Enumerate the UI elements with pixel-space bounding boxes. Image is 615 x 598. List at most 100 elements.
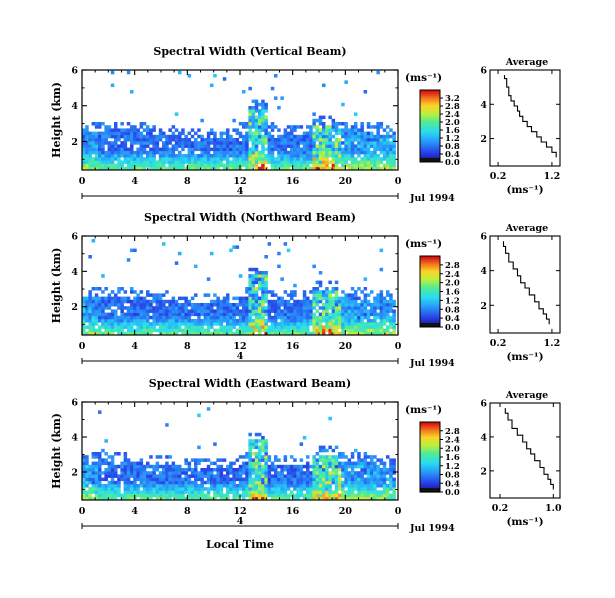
colorbar-tick-label: 1.2 (445, 462, 460, 472)
x-tick-label: 8 (184, 506, 191, 517)
average-profile: Average 2 4 6 0.2 1.0(ms⁻¹) (480, 390, 562, 528)
colorbar: 0.00.40.81.21.62.02.42.83.2 (419, 89, 460, 168)
profile-title: Average (505, 390, 548, 401)
x-tick-label: 0 (395, 341, 402, 352)
x-tick-label: 20 (339, 506, 353, 517)
x-tick-label: 16 (286, 506, 300, 517)
profile-title: Average (505, 57, 548, 68)
x-tick-label: 0 (395, 176, 402, 187)
colorbar-tick-label: 2.0 (445, 444, 460, 454)
x-tick-label: 0 (395, 506, 402, 517)
profile-y-tick-label: 4 (480, 100, 487, 111)
colorbar-tick-label: 0.4 (445, 479, 460, 489)
colorbar-tick-label: 0.0 (445, 323, 460, 333)
colorbar-tick-label: 2.0 (445, 279, 460, 289)
colorbar: 0.00.40.81.21.62.02.42.8 (419, 255, 460, 333)
colorbar-tick-label: 3.2 (445, 94, 460, 104)
colorbar-tick-label: 0.4 (445, 314, 460, 324)
average-profile: Average 2 4 6 0.2 1.2(ms⁻¹) (480, 223, 561, 363)
y-tick-label: 4 (71, 267, 78, 278)
chart-title: Spectral Width (Eastward Beam) (149, 377, 351, 390)
x-tick-label: 0 (79, 341, 86, 352)
colorbar-tick-label: 0.4 (445, 150, 460, 160)
colorbar-tick-label: 1.6 (445, 288, 460, 298)
heatmap-cells (82, 407, 396, 501)
profile-y-tick-label: 2 (480, 134, 487, 145)
profile-x-tick-label: 1.2 (544, 171, 561, 182)
y-tick-label: 2 (71, 302, 78, 313)
x-axis-label: Local Time (206, 538, 274, 551)
profile-line (502, 241, 550, 325)
y-tick-label: 6 (71, 66, 78, 77)
profile-x-label: (ms⁻¹) (506, 516, 543, 528)
colorbar-tick-label: 2.8 (445, 102, 460, 112)
y-tick-label: 2 (71, 468, 78, 479)
y-tick-label: 4 (71, 433, 78, 444)
x-tick-label: 12 (233, 176, 246, 187)
x-tick-label: 8 (184, 176, 191, 187)
colorbar-tick-label: 0.0 (445, 158, 460, 168)
profile-x-tick-label: 1.0 (545, 503, 562, 514)
x-tick-label: 12 (233, 506, 246, 517)
profile-y-tick-label: 4 (480, 266, 487, 277)
colorbar-tick-label: 1.2 (445, 134, 460, 144)
colorbar-tick-label: 0.8 (445, 305, 460, 315)
colorbar-unit: (ms⁻¹) (405, 238, 442, 250)
x-tick-label: 8 (184, 341, 191, 352)
colorbar-tick-label: 1.2 (445, 296, 460, 306)
profile-x-label: (ms⁻¹) (506, 351, 543, 363)
profile-title: Average (505, 223, 548, 234)
chart-title: Spectral Width (Northward Beam) (144, 211, 356, 224)
y-axis-label: Height (km) (50, 82, 63, 158)
colorbar: 0.00.40.81.21.62.02.42.8 (419, 421, 460, 498)
date-label: Jul 1994 (409, 193, 455, 204)
profile-x-tick-label: 0.2 (490, 171, 507, 182)
y-tick-label: 4 (71, 101, 78, 112)
colorbar-tick-label: 0.0 (445, 488, 460, 498)
x-tick-label: 12 (233, 341, 246, 352)
profile-y-tick-label: 2 (480, 301, 487, 312)
profile-x-tick-label: 0.2 (492, 503, 509, 514)
chart-panel-2: Spectral Width (Eastward Beam)0 4 8 12 16 20 0… (50, 377, 562, 534)
x-tick-label: 4 (131, 341, 138, 352)
heatmap-cells (82, 239, 396, 336)
profile-line (504, 408, 554, 490)
profile-x-tick-label: 0.2 (490, 338, 507, 349)
y-tick-label: 6 (71, 232, 78, 243)
colorbar-tick-label: 2.0 (445, 118, 460, 128)
x-tick-label: 0 (79, 176, 86, 187)
profile-x-label: (ms⁻¹) (506, 184, 543, 196)
chart-panel-0: Spectral Width (Vertical Beam)0 4 8 12 16 20 0… (50, 45, 561, 204)
colorbar-unit: (ms⁻¹) (405, 404, 442, 416)
colorbar-tick-label: 2.4 (445, 436, 460, 446)
date-label: Jul 1994 (409, 358, 455, 369)
x-tick-label: 4 (131, 506, 138, 517)
profile-y-tick-label: 6 (480, 66, 487, 77)
profile-y-tick-label: 2 (480, 466, 487, 477)
profile-y-tick-label: 4 (480, 432, 487, 443)
x-tick-label: 16 (286, 341, 300, 352)
x-tick-label: 4 (131, 176, 138, 187)
y-tick-label: 6 (71, 398, 78, 409)
date-marker: 4 (237, 186, 244, 197)
y-axis-label: Height (km) (50, 413, 63, 489)
colorbar-tick-label: 2.4 (445, 110, 460, 120)
date-marker: 4 (237, 516, 244, 527)
colorbar-tick-label: 2.8 (445, 427, 460, 437)
colorbar-tick-label: 1.6 (445, 453, 460, 463)
profile-line (503, 75, 557, 158)
x-tick-label: 0 (79, 506, 86, 517)
chart-title: Spectral Width (Vertical Beam) (153, 45, 346, 58)
profile-y-tick-label: 6 (480, 399, 487, 410)
y-tick-label: 2 (71, 137, 78, 148)
x-tick-label: 20 (339, 341, 353, 352)
y-axis-label: Height (km) (50, 248, 63, 324)
x-tick-label: 20 (339, 176, 353, 187)
colorbar-tick-label: 2.8 (445, 261, 460, 271)
colorbar-tick-label: 0.8 (445, 142, 460, 152)
colorbar-tick-label: 0.8 (445, 471, 460, 481)
profile-y-tick-label: 6 (480, 232, 487, 243)
heatmap-cells (82, 70, 396, 171)
profile-x-tick-label: 1.2 (544, 338, 561, 349)
